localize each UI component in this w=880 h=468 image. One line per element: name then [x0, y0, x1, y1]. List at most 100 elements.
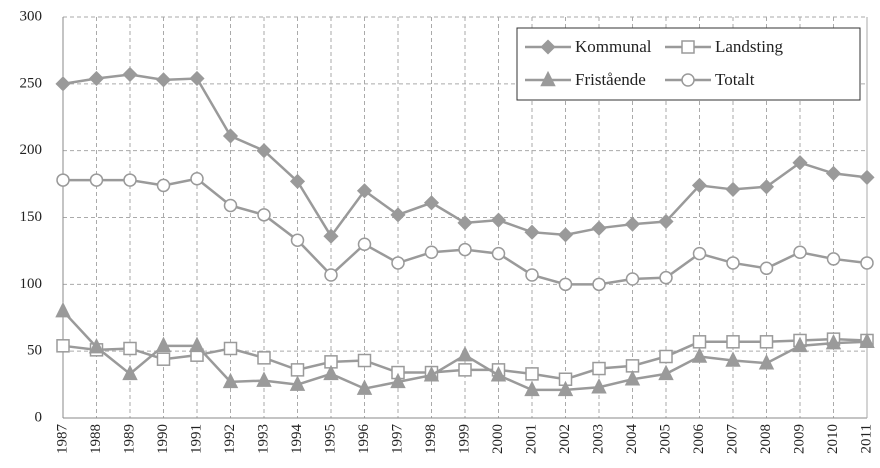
data-point	[357, 237, 372, 251]
data-point	[123, 173, 137, 187]
data-point	[356, 379, 373, 395]
y-tick-label: 300	[20, 8, 43, 24]
data-point	[155, 336, 172, 353]
x-tick-label: 2011	[858, 424, 874, 453]
legend-label: Kommunal	[575, 37, 652, 56]
x-tick-label: 1994	[289, 424, 305, 455]
data-point	[56, 339, 70, 353]
x-tick-label: 2005	[657, 424, 673, 454]
x-tick-label: 1996	[356, 424, 372, 455]
data-point	[156, 178, 171, 193]
legend-marker	[540, 39, 556, 55]
x-tick-label: 1995	[322, 424, 338, 454]
data-point	[289, 375, 306, 391]
x-tick-label: 2008	[758, 424, 774, 454]
data-point	[859, 169, 875, 185]
x-tick-label: 2002	[557, 424, 573, 454]
data-point	[89, 173, 104, 187]
data-point	[55, 301, 71, 318]
data-point	[55, 76, 71, 92]
data-point	[793, 245, 807, 260]
data-point	[557, 380, 574, 397]
data-point	[759, 335, 774, 349]
data-point	[591, 378, 607, 394]
x-tick-label: 2006	[691, 424, 707, 455]
data-point	[424, 245, 439, 260]
legend-marker	[681, 40, 695, 54]
data-point	[524, 380, 540, 397]
data-point	[524, 224, 540, 240]
data-point	[122, 364, 138, 381]
data-point	[726, 256, 740, 270]
data-point	[491, 246, 506, 261]
data-point	[423, 366, 440, 382]
data-point	[156, 352, 171, 366]
legend	[516, 27, 861, 101]
data-point	[759, 261, 774, 276]
x-tick-label: 2009	[791, 424, 807, 454]
y-tick-label: 100	[20, 276, 43, 292]
data-point	[189, 336, 205, 353]
data-point	[390, 372, 406, 389]
data-point	[859, 332, 875, 349]
data-point	[625, 272, 640, 286]
data-point	[592, 361, 606, 376]
legend-label: Totalt	[715, 70, 755, 89]
data-point	[190, 171, 204, 186]
data-point	[122, 66, 138, 83]
data-point	[658, 213, 674, 230]
data-point	[825, 333, 842, 350]
x-tick-label: 2003	[590, 424, 606, 454]
y-tick-label: 150	[20, 209, 43, 225]
x-tick-label: 2007	[724, 424, 740, 455]
data-point	[257, 208, 271, 222]
data-point	[88, 70, 105, 87]
data-point	[323, 364, 339, 381]
x-tick-label: 2000	[490, 424, 506, 454]
x-tick-label: 1989	[121, 424, 137, 454]
data-point	[725, 351, 741, 367]
data-point	[222, 372, 239, 389]
y-tick-label: 50	[27, 343, 42, 359]
data-point	[289, 173, 306, 189]
data-point	[692, 335, 707, 349]
x-tick-label: 1990	[155, 424, 171, 454]
data-point	[591, 220, 607, 236]
data-point	[256, 143, 272, 159]
x-tick-label: 1992	[222, 424, 238, 454]
x-tick-label: 2001	[523, 424, 539, 454]
data-point	[457, 345, 473, 362]
data-point	[323, 228, 339, 244]
data-point	[691, 347, 708, 363]
legend-label: Fristående	[575, 70, 646, 89]
data-point	[525, 268, 539, 282]
data-point	[390, 207, 406, 223]
legend-label: Landsting	[715, 37, 783, 56]
data-point	[457, 215, 473, 231]
data-point	[290, 233, 305, 247]
data-point	[257, 351, 271, 365]
data-point	[825, 165, 842, 181]
data-point	[692, 246, 707, 261]
data-point	[659, 349, 673, 364]
data-point	[56, 173, 70, 187]
data-point	[624, 216, 641, 232]
data-point	[290, 363, 305, 377]
data-point	[658, 364, 674, 381]
data-point	[490, 366, 507, 382]
data-point	[624, 370, 641, 386]
data-point	[256, 371, 272, 387]
data-point	[691, 177, 708, 193]
x-tick-label: 1987	[54, 424, 70, 455]
y-tick-label: 0	[35, 409, 43, 425]
x-tick-label: 1988	[88, 424, 104, 454]
data-point	[525, 367, 539, 381]
data-point	[490, 212, 507, 228]
data-point	[792, 155, 808, 171]
data-point	[758, 354, 775, 370]
data-point	[423, 195, 440, 211]
data-point	[88, 337, 105, 354]
y-tick-label: 200	[20, 142, 43, 158]
x-tick-label: 2004	[624, 424, 640, 455]
